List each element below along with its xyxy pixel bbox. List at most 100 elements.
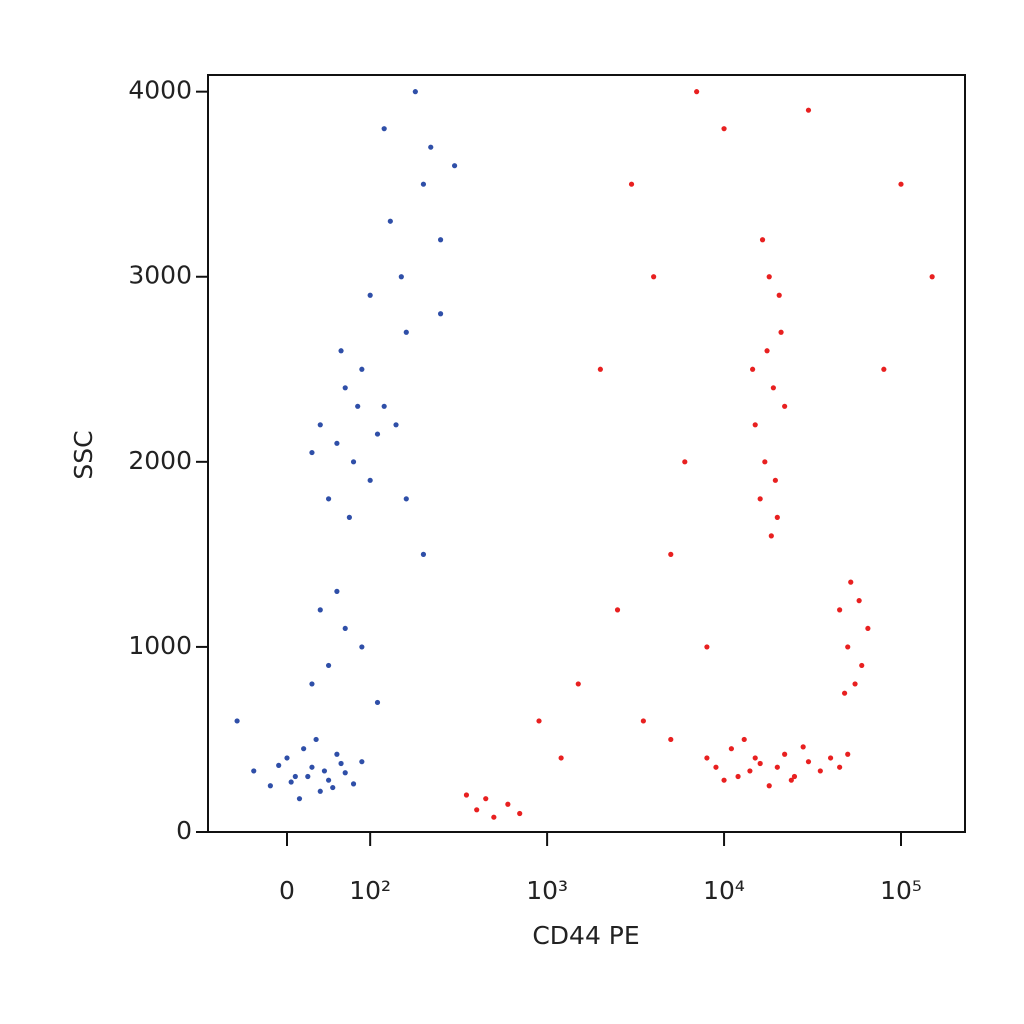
data-point	[367, 477, 373, 483]
y-axis-label: SSC	[69, 430, 98, 479]
data-point	[704, 755, 710, 761]
data-point	[350, 781, 357, 787]
data-point	[752, 422, 758, 428]
data-point	[387, 218, 393, 224]
data-point	[267, 783, 273, 789]
data-point	[355, 403, 361, 409]
data-point	[768, 533, 774, 539]
data-point	[359, 759, 365, 765]
data-point	[403, 496, 409, 502]
data-point	[757, 760, 763, 767]
y-tick-label: 2000	[128, 446, 192, 475]
data-point	[313, 736, 319, 743]
data-point	[766, 783, 772, 789]
data-point	[346, 514, 352, 520]
data-point	[325, 777, 332, 783]
data-point	[420, 181, 427, 187]
data-point	[845, 751, 851, 757]
data-point	[251, 768, 257, 774]
data-point	[757, 496, 763, 502]
data-point	[334, 440, 340, 446]
data-point	[805, 107, 812, 113]
y-tick-label: 4000	[128, 76, 192, 105]
data-point	[330, 784, 336, 791]
data-point	[403, 329, 409, 335]
data-point	[837, 764, 843, 770]
data-point	[437, 237, 444, 243]
data-point	[817, 768, 823, 774]
data-point	[437, 311, 444, 317]
data-point	[776, 292, 782, 298]
data-point	[334, 588, 340, 594]
data-point	[741, 736, 747, 743]
data-point	[721, 126, 727, 132]
data-point	[309, 764, 315, 770]
data-point	[276, 762, 282, 768]
data-point	[881, 366, 887, 372]
data-point	[735, 773, 741, 780]
data-point	[682, 459, 688, 465]
data-point	[764, 348, 770, 354]
data-point	[929, 274, 935, 280]
data-point	[288, 779, 294, 785]
data-point	[301, 746, 307, 752]
data-point	[788, 777, 794, 783]
data-point	[558, 755, 564, 761]
data-point	[393, 422, 399, 428]
data-point	[309, 449, 315, 456]
data-point	[668, 736, 674, 743]
data-point	[750, 366, 756, 372]
data-point	[651, 274, 657, 280]
data-point	[791, 773, 798, 780]
x-tick-label: 10³	[526, 876, 568, 905]
data-point	[398, 274, 404, 280]
data-point	[350, 459, 357, 465]
data-point	[766, 274, 772, 280]
data-point	[505, 801, 511, 807]
data-point	[284, 755, 290, 761]
data-point	[317, 607, 323, 613]
data-point	[721, 777, 727, 783]
y-tick-label: 3000	[128, 261, 192, 290]
data-point	[704, 644, 710, 650]
y-tick-label: 0	[176, 816, 192, 845]
data-point	[694, 89, 700, 95]
data-point	[367, 292, 373, 298]
data-point	[359, 366, 365, 372]
data-point	[713, 764, 719, 770]
data-point	[463, 792, 470, 798]
data-point	[782, 403, 788, 409]
data-point	[827, 755, 834, 761]
data-point	[865, 625, 871, 632]
data-point	[342, 625, 348, 632]
data-point	[841, 690, 848, 696]
data-point	[800, 744, 806, 750]
data-point	[778, 329, 784, 335]
data-point	[359, 644, 365, 650]
data-point	[762, 459, 768, 465]
data-point	[317, 788, 323, 794]
data-point	[412, 89, 418, 95]
data-point	[420, 551, 427, 557]
x-tick-label: 10⁴	[703, 876, 745, 905]
data-point	[774, 514, 780, 520]
data-point	[774, 764, 780, 770]
data-point	[381, 403, 387, 409]
data-point	[483, 796, 489, 802]
plot-frame	[207, 74, 966, 833]
data-point	[640, 718, 646, 724]
data-point	[374, 699, 381, 706]
data-point	[848, 579, 854, 585]
x-axis-label: CD44 PE	[532, 921, 639, 950]
data-point	[374, 431, 381, 437]
data-point	[856, 598, 862, 604]
y-tick-label: 1000	[128, 631, 192, 660]
data-point	[451, 163, 458, 169]
data-point	[338, 760, 344, 767]
data-point	[474, 807, 480, 813]
data-point	[837, 607, 843, 613]
data-point	[491, 814, 497, 820]
x-tick-label: 10⁵	[880, 876, 922, 905]
data-point	[752, 755, 758, 761]
